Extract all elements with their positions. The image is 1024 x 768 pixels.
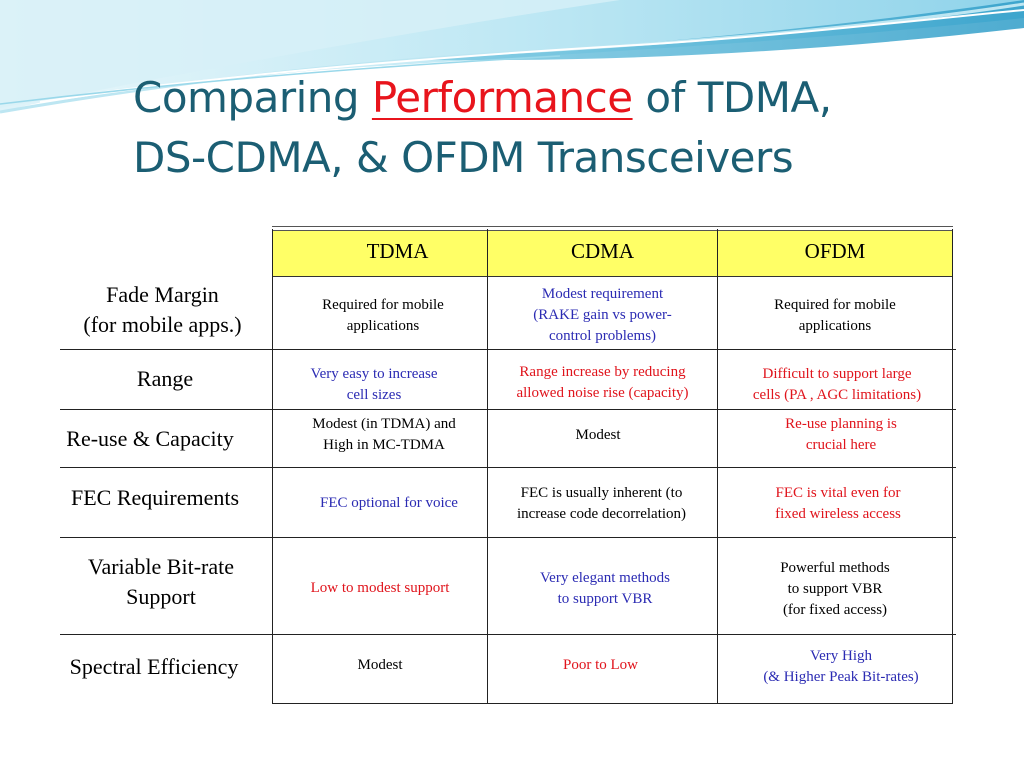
cell-line: Range increase by reducing: [519, 364, 686, 380]
cell-line: Modest (in TDMA) and: [312, 416, 456, 432]
cell-vbr-tdma: Low to modest support: [274, 578, 486, 599]
cell-fade-margin-ofdm: Required for mobile applications: [718, 295, 952, 337]
title-line-1: Comparing Performance of TDMA,: [133, 68, 1013, 128]
cell-line: High in MC-TDMA: [323, 437, 445, 453]
cell-line: Difficult to support large: [762, 366, 912, 382]
cell-line: control problems): [548, 328, 657, 344]
cell-line: FEC is usually inherent (to: [520, 485, 683, 501]
table-divider: [272, 229, 273, 704]
cell-reuse-tdma: Modest (in TDMA) and High in MC-TDMA: [276, 414, 492, 456]
cell-line: Modest: [575, 427, 621, 443]
cell-reuse-cdma: Modest: [488, 425, 708, 446]
cell-line: Very elegant methods: [540, 570, 670, 586]
table-divider: [717, 229, 718, 704]
row-separator: [60, 349, 956, 350]
row-label-line: (for mobile apps.): [83, 312, 242, 337]
cell-line: Required for mobile: [322, 297, 444, 313]
cell-vbr-cdma: Very elegant methods to support VBR: [494, 568, 716, 610]
cell-line: fixed wireless access: [775, 506, 901, 522]
table-top-border: [272, 226, 953, 231]
cell-line: Re-use planning is: [785, 416, 897, 432]
column-header-tdma: TDMA: [366, 239, 429, 263]
cell-spectral-ofdm: Very High (& Higher Peak Bit-rates): [726, 646, 956, 688]
row-label-reuse-capacity: Re-use & Capacity: [40, 424, 260, 454]
cell-reuse-ofdm: Re-use planning is crucial here: [726, 414, 956, 456]
row-label-line: Fade Margin: [106, 282, 219, 307]
cell-line: to support VBR: [787, 581, 883, 597]
cell-fade-margin-cdma: Modest requirement (RAKE gain vs power- …: [488, 284, 717, 347]
cell-line: (& Higher Peak Bit-rates): [763, 669, 919, 685]
row-separator: [60, 634, 956, 635]
cell-line: FEC optional for voice: [320, 495, 458, 511]
cell-line: cells (PA , AGC limitations): [752, 387, 922, 403]
table-divider: [952, 229, 953, 704]
row-label-range: Range: [55, 364, 275, 394]
row-label-fec-requirements: FEC Requirements: [44, 483, 266, 513]
cell-spectral-cdma: Poor to Low: [488, 655, 713, 676]
title-line-2: DS-CDMA, & OFDM Transceivers: [133, 133, 794, 182]
cell-line: Very High: [809, 648, 873, 664]
row-label-line: Support: [126, 584, 196, 609]
cell-line: to support VBR: [557, 591, 653, 607]
title-text: Comparing: [133, 73, 372, 122]
cell-line: Very easy to increase: [310, 366, 438, 382]
cell-line: Powerful methods: [780, 560, 890, 576]
cell-fec-ofdm: FEC is vital even for fixed wireless acc…: [724, 483, 952, 525]
cell-fec-cdma: FEC is usually inherent (to increase cod…: [488, 483, 715, 525]
cell-line: allowed noise rise (capacity): [516, 385, 689, 401]
cell-spectral-tdma: Modest: [276, 655, 484, 676]
cell-line: applications: [346, 318, 420, 334]
column-header-cdma: CDMA: [570, 239, 634, 263]
title-text-end: of TDMA,: [632, 73, 832, 122]
cell-vbr-ofdm: Powerful methods to support VBR (for fix…: [718, 558, 952, 621]
column-header-ofdm: OFDM: [804, 239, 866, 263]
cell-line: crucial here: [805, 437, 877, 453]
cell-line: Low to modest support: [310, 580, 450, 596]
cell-line: FEC is vital even for: [775, 485, 901, 501]
row-label-line: Variable Bit-rate: [88, 554, 234, 579]
table-divider: [487, 229, 488, 704]
row-label-line: Spectral Efficiency: [69, 654, 239, 679]
cell-range-cdma: Range increase by reducing allowed noise…: [488, 362, 717, 404]
cell-line: Poor to Low: [563, 657, 638, 673]
row-label-spectral-efficiency: Spectral Efficiency: [44, 652, 264, 682]
cell-line: (RAKE gain vs power-: [533, 307, 672, 323]
cell-line: Modest requirement: [541, 286, 664, 302]
row-label-line: FEC Requirements: [70, 485, 240, 510]
title-highlight-performance: Performance: [371, 73, 633, 122]
cell-range-tdma: Very easy to increase cell sizes: [276, 364, 472, 406]
cell-fec-tdma: FEC optional for voice: [284, 493, 494, 514]
cell-fade-margin-tdma: Required for mobile applications: [276, 295, 490, 337]
cell-line: cell sizes: [346, 387, 402, 403]
cell-line: Modest: [357, 657, 403, 673]
cell-line: (for fixed access): [782, 602, 888, 618]
cell-line: increase code decorrelation): [516, 506, 687, 522]
cell-line: applications: [798, 318, 872, 334]
row-label-fade-margin: Fade Margin (for mobile apps.): [55, 280, 270, 340]
row-label-variable-bit-rate: Variable Bit-rate Support: [55, 552, 267, 612]
decorative-wave-banner: [0, 0, 1024, 114]
row-separator: [60, 467, 956, 468]
cell-range-ofdm: Difficult to support large cells (PA , A…: [720, 364, 954, 406]
row-label-line: Re-use & Capacity: [66, 426, 234, 451]
row-separator: [272, 703, 953, 704]
table-header-row: [273, 231, 952, 277]
row-separator: [60, 409, 956, 410]
cell-line: Required for mobile: [774, 297, 896, 313]
row-label-line: Range: [136, 366, 194, 391]
row-separator: [60, 537, 956, 538]
slide-title: Comparing Performance of TDMA, DS-CDMA, …: [133, 68, 1013, 188]
